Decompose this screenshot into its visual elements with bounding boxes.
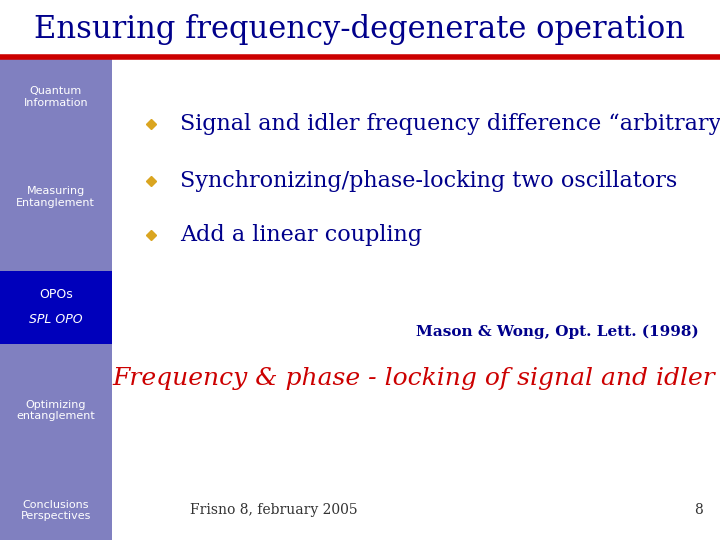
- Text: Frequency & phase - locking of signal and idler: Frequency & phase - locking of signal an…: [112, 367, 716, 389]
- Text: Add a linear coupling: Add a linear coupling: [180, 224, 422, 246]
- Text: Frisno 8, february 2005: Frisno 8, february 2005: [190, 503, 357, 517]
- Text: Conclusions
Perspectives: Conclusions Perspectives: [21, 500, 91, 521]
- Text: 8: 8: [694, 503, 703, 517]
- Text: Signal and idler frequency difference “arbitrary”: Signal and idler frequency difference “a…: [180, 113, 720, 135]
- Text: SPL OPO: SPL OPO: [29, 313, 83, 326]
- Text: Ensuring frequency-degenerate operation: Ensuring frequency-degenerate operation: [35, 14, 685, 45]
- Text: Synchronizing/phase-locking two oscillators: Synchronizing/phase-locking two oscillat…: [180, 170, 678, 192]
- Text: Mason & Wong, Opt. Lett. (1998): Mason & Wong, Opt. Lett. (1998): [415, 325, 698, 339]
- Bar: [0, 57, 112, 540]
- Text: OPOs: OPOs: [39, 288, 73, 301]
- Text: Measuring
Entanglement: Measuring Entanglement: [17, 186, 95, 208]
- Bar: [0, 271, 112, 345]
- Text: Quantum
Information: Quantum Information: [24, 86, 88, 108]
- Text: Optimizing
entanglement: Optimizing entanglement: [17, 400, 95, 421]
